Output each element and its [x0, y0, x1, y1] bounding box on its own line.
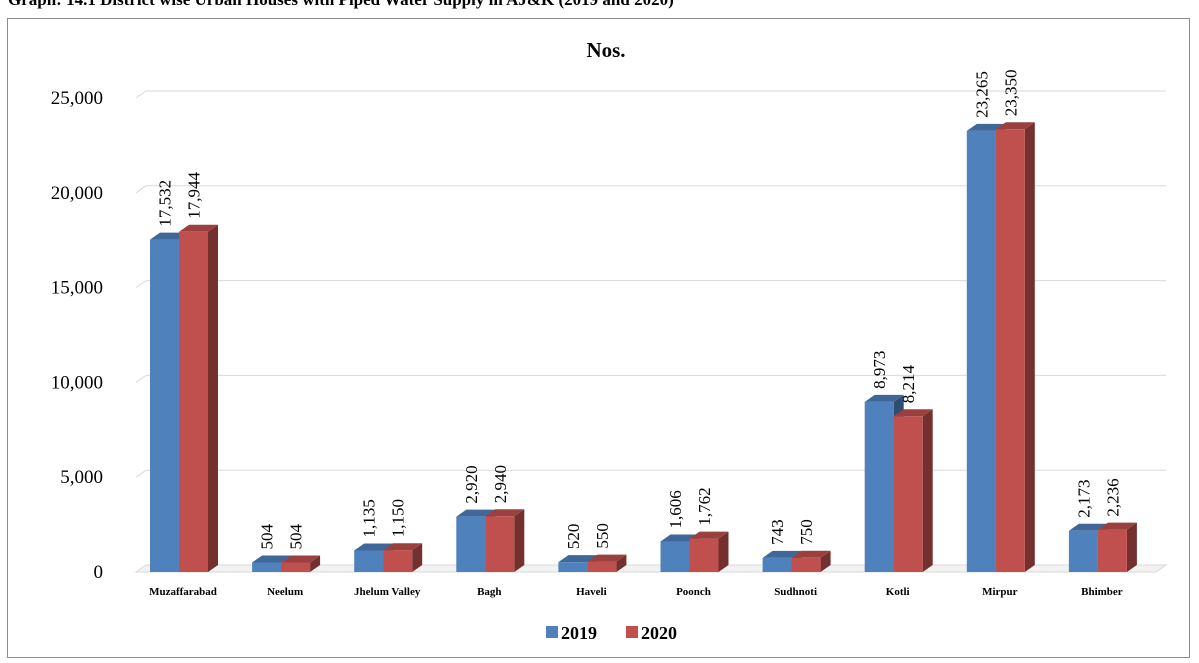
- bar-2020-mirpur: [995, 129, 1025, 572]
- bars: [150, 122, 1137, 573]
- data-label: 504: [258, 523, 277, 549]
- x-tick-label: Bhimber: [1081, 586, 1123, 598]
- bar-top: [1097, 522, 1137, 530]
- y-tick-label: 25,000: [51, 88, 103, 109]
- bar-side: [922, 409, 933, 572]
- data-label: 2,920: [462, 465, 481, 503]
- bar-2019-muzaffarabad: [150, 239, 179, 573]
- bar-side: [514, 509, 525, 572]
- x-tick-label: Poonch: [676, 586, 711, 598]
- bar-top: [893, 409, 933, 417]
- bar-2020-poonch: [689, 538, 719, 572]
- y-tick-label: 20,000: [51, 183, 103, 204]
- bar-top: [558, 555, 598, 563]
- gridline-depth: [135, 185, 147, 194]
- x-tick-label: Bagh: [477, 586, 501, 598]
- labels: 0 5,000 10,000 15,000 20,000 25,000 17,532 17,9…: [51, 70, 1123, 598]
- bar-2019-bagh: [456, 516, 486, 572]
- gridline-depth: [135, 469, 147, 478]
- bar-2019-mirpur: [966, 130, 996, 572]
- data-label: 2,173: [1074, 480, 1093, 518]
- bar-side: [1024, 122, 1035, 572]
- data-label: 2,940: [491, 465, 510, 503]
- data-label: 2,236: [1103, 478, 1122, 516]
- bar-top: [281, 555, 321, 563]
- bar-2020-muzaffarabad: [179, 231, 208, 573]
- data-label: 743: [768, 519, 787, 545]
- gridline-depth: [135, 280, 147, 289]
- x-tick-label: Haveli: [576, 586, 607, 598]
- bar-2019-sudhnoti: [762, 557, 792, 572]
- bar-top: [864, 394, 904, 402]
- bar-2020-kotli: [893, 416, 923, 572]
- y-tick-label: 15,000: [51, 278, 103, 299]
- data-label: 550: [593, 523, 612, 549]
- data-label: 23,350: [1001, 70, 1020, 117]
- bar-2020-bagh: [485, 516, 515, 572]
- data-label: 8,973: [870, 351, 889, 389]
- y-tick-label: 10,000: [51, 372, 103, 393]
- legend-label: 2020: [641, 623, 677, 643]
- bar-2019-bhimber: [1068, 530, 1098, 572]
- data-label: 1,762: [695, 487, 714, 525]
- bar-2019-haveli: [558, 562, 588, 572]
- bar-top: [383, 543, 423, 551]
- x-tick-label: Jhelum Valley: [354, 586, 421, 598]
- gridline-depth: [135, 374, 147, 383]
- bar-side: [820, 550, 831, 572]
- gridline-depth: [135, 90, 147, 99]
- legend: 2019 2020: [546, 623, 677, 643]
- data-label: 8,214: [899, 365, 918, 404]
- legend-label: 2019: [561, 623, 597, 643]
- bar-side: [412, 543, 423, 572]
- legend-swatch: [546, 626, 558, 638]
- bar-side: [208, 224, 218, 573]
- data-label: 750: [797, 519, 816, 545]
- page-caption: Graph: 14.1 District wise Urban Houses w…: [8, 0, 674, 10]
- bar-2019-kotli: [864, 401, 894, 572]
- bar-2019-neelum: [252, 562, 282, 572]
- y-tick-label: 5,000: [60, 467, 103, 488]
- bar-2020-sudhnoti: [791, 557, 821, 572]
- bar-top: [252, 555, 292, 563]
- bar-top: [179, 224, 218, 232]
- bar-2020-haveli: [587, 561, 617, 572]
- bar-side: [310, 555, 321, 572]
- bar-top: [485, 509, 525, 517]
- bar-side: [616, 554, 627, 572]
- data-label: 1,606: [666, 490, 685, 528]
- x-tick-label: Sudhnoti: [774, 586, 817, 598]
- bar-top: [689, 531, 729, 539]
- data-label: 17,944: [185, 172, 204, 219]
- data-label: 520: [564, 524, 583, 550]
- data-label: 23,265: [972, 71, 991, 118]
- x-tick-label: Mirpur: [982, 586, 1018, 598]
- x-tick-label: Neelum: [267, 586, 303, 598]
- bar-2019-jhelum-valley: [354, 550, 384, 572]
- chart-title: Nos.: [586, 38, 625, 62]
- legend-swatch: [626, 626, 638, 638]
- data-label: 17,532: [156, 180, 175, 227]
- x-tick-label: Muzaffarabad: [149, 586, 217, 598]
- y-tick-label: 0: [94, 562, 104, 583]
- bar-2019-poonch: [660, 541, 690, 572]
- bar-top: [354, 543, 394, 551]
- bar-2020-bhimber: [1097, 529, 1127, 572]
- bar-side: [718, 531, 729, 572]
- bar-top: [995, 122, 1035, 130]
- bar-top: [456, 509, 496, 517]
- bar-side: [1126, 522, 1137, 572]
- data-label: 504: [287, 523, 306, 549]
- bar-top: [587, 554, 627, 562]
- bar-2020-neelum: [281, 562, 311, 572]
- data-label: 1,150: [389, 499, 408, 537]
- bar-top: [1068, 523, 1108, 531]
- bar-2020-jhelum-valley: [383, 550, 413, 572]
- bar-top: [762, 550, 802, 558]
- x-tick-label: Kotli: [886, 586, 910, 598]
- data-label: 1,135: [360, 499, 379, 537]
- bar-top: [791, 550, 831, 558]
